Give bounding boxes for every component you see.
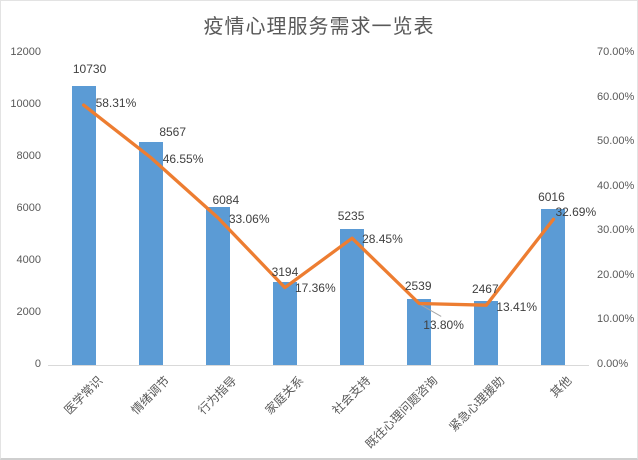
line-point-label: 58.31% (95, 96, 137, 111)
right-axis-tick-label: 30.00% (597, 224, 635, 237)
right-axis-tick-label: 0.00% (597, 358, 629, 370)
line-point-label: 33.06% (228, 211, 270, 226)
category-label: 其他 (547, 373, 575, 401)
right-axis-tick-label: 20.00% (597, 268, 635, 281)
bar-value-label: 2539 (404, 278, 432, 293)
x-axis-line (48, 365, 589, 366)
line-point-label: 32.69% (555, 205, 597, 220)
category-label: 紧急心理援助 (446, 373, 508, 435)
left-axis-tick-label: 6000 (16, 202, 41, 214)
bar-value-label: 2467 (471, 281, 499, 296)
right-axis-tick-label: 60.00% (597, 90, 635, 103)
right-axis-tick-label: 70.00% (597, 46, 635, 58)
right-axis-tick-label: 50.00% (597, 135, 635, 148)
left-axis-tick-label: 2000 (16, 306, 41, 318)
right-axis-tick-label: 40.00% (597, 179, 635, 192)
left-axis-tick-label: 4000 (16, 254, 41, 266)
category-label: 医学常识 (61, 373, 105, 418)
bar-value-label: 6016 (538, 189, 565, 204)
bar-value-label: 5235 (337, 208, 365, 223)
line-point-label: 13.41% (496, 300, 538, 315)
left-axis-tick-label: 12000 (10, 46, 41, 58)
category-label: 行为指导 (195, 373, 240, 418)
bar (205, 206, 230, 365)
chart-title: 疫情心理服务需求一览表 (203, 16, 435, 38)
category-label: 社会支持 (329, 373, 374, 418)
bar (272, 281, 297, 365)
bar (138, 142, 163, 365)
bar (474, 300, 499, 365)
left-axis-tick-label: 8000 (16, 150, 41, 162)
category-label: 家庭关系 (262, 373, 307, 418)
left-axis-tick-label: 10000 (10, 98, 41, 110)
bar-value-label: 3194 (271, 264, 299, 279)
line-point-label: 13.80% (423, 318, 464, 333)
right-axis-tick-label: 10.00% (597, 313, 635, 326)
bar-value-label: 10730 (72, 62, 107, 77)
line-point-label: 28.45% (362, 232, 403, 247)
bar-value-label: 8567 (159, 125, 187, 140)
left-axis-tick-label: 0 (34, 358, 41, 370)
bar-value-label: 6084 (212, 192, 240, 207)
line-point-label: 17.36% (294, 280, 336, 295)
bar (340, 228, 365, 365)
bar (541, 208, 566, 365)
line-point-label: 46.55% (162, 151, 204, 166)
category-label: 情绪调节 (128, 373, 173, 418)
bar (71, 86, 96, 365)
